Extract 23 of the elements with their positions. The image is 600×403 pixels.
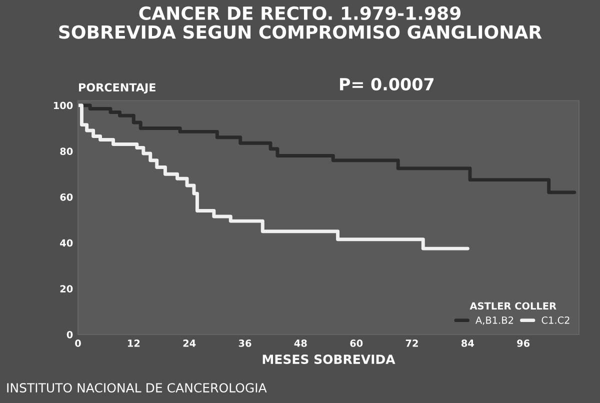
x-tick-label: 24 (183, 340, 196, 347)
x-tick-label: 48 (294, 340, 307, 347)
legend-label: C1.C2 (542, 316, 570, 324)
x-axis-title: MESES SOBREVIDA (262, 354, 396, 364)
y-tick-label: 20 (60, 285, 73, 292)
text: P= 0.0007 (340, 78, 434, 91)
y-tick-label: 40 (60, 239, 73, 247)
x-tick-label: 72 (406, 340, 418, 347)
chart-title: CANCER DE RECTO. 1.979-1.989 SOBREVIDA SEGUN COMPROMISO GANGLIONAR (59, 6, 542, 39)
text: INSTITUTO NACIONAL DE CANCEROLOGIA (7, 383, 267, 393)
x-tick-label: 36 (238, 340, 252, 347)
x-tick-label: 60 (350, 340, 363, 347)
y-tick-label: 80 (60, 148, 73, 155)
legend-label: A,B1.B2 (476, 316, 514, 325)
x-tick-label: 84 (461, 340, 474, 347)
x-tick-label: 96 (517, 340, 530, 347)
legend-title: ASTLER COLLER (470, 302, 556, 310)
y-tick-label: 60 (60, 193, 73, 201)
y-tick-label: 100 (54, 102, 73, 110)
y-tick-label: 0 (66, 330, 73, 338)
x-tick-label: 0 (75, 340, 81, 347)
x-tick-label: 12 (128, 340, 140, 347)
y-axis-title: PORCENTAJE (79, 83, 156, 94)
